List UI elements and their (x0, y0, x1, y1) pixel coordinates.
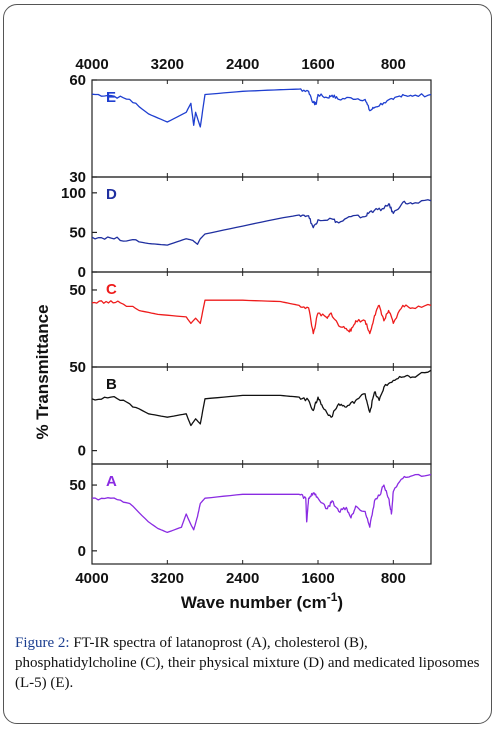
series-line-b (91, 369, 432, 427)
panel-e: 30 60 E (69, 72, 432, 186)
top-x-tick-label: 1600 (301, 56, 334, 73)
top-x-tick-label: 2400 (226, 56, 259, 73)
caption-text: FT-IR spectra of latanoprost (A), choles… (15, 635, 480, 691)
panel-frame-e (91, 79, 432, 178)
y-tick-label: 50 (69, 477, 86, 494)
series-line-e (91, 88, 432, 128)
figure-caption: Figure 2: FT-IR spectra of latanoprost (… (15, 633, 485, 693)
series-line-a (91, 473, 432, 534)
y-tick-label: 0 (78, 264, 86, 281)
panel-frame-b (91, 366, 432, 465)
panel-c: 50 C (69, 271, 432, 368)
y-tick-label: 50 (69, 224, 86, 241)
bottom-axis-ticks: 4000 3200 2400 1600 800 (75, 570, 406, 587)
panel-label-a: A (106, 473, 117, 490)
panel-frame-c (91, 271, 432, 368)
panel-label-d: D (106, 186, 117, 203)
bottom-x-tick-label: 1600 (301, 570, 334, 587)
figure-label: Figure 2: (15, 635, 70, 651)
y-tick-label: 100 (61, 185, 86, 202)
panel-frame-a (91, 463, 432, 565)
y-tick-label: 50 (69, 359, 86, 376)
y-tick-label: 60 (69, 72, 86, 89)
top-x-tick-label: 800 (381, 56, 406, 73)
panel-d: 0 50 100 D (61, 176, 432, 281)
panel-label-b: B (106, 376, 117, 393)
x-axis-title-close: ) (337, 593, 343, 612)
series-line-c (91, 299, 432, 335)
panel-frame-d (91, 176, 432, 273)
panel-b: 0 50 B (69, 359, 432, 465)
panel-label-e: E (106, 89, 116, 106)
bottom-x-tick-label: 2400 (226, 570, 259, 587)
x-axis-title-main: Wave number (cm (181, 593, 327, 612)
y-tick-label: 50 (69, 282, 86, 299)
top-axis-ticks: 4000 3200 2400 1600 800 (75, 56, 406, 73)
y-tick-label: 30 (69, 169, 86, 186)
figure-frame (3, 4, 492, 724)
series-line-d (91, 199, 432, 246)
bottom-x-tick-label: 3200 (151, 570, 184, 587)
top-x-tick-label: 3200 (151, 56, 184, 73)
panel-label-c: C (106, 281, 117, 298)
panel-a: 0 50 A (69, 463, 432, 565)
bottom-x-tick-label: 4000 (75, 570, 108, 587)
y-tick-label: 0 (78, 443, 86, 460)
y-tick-label: 0 (78, 543, 86, 560)
x-axis-title: Wave number (cm-1) (181, 590, 343, 612)
y-axis-title: % Transmittance (33, 304, 52, 439)
top-x-tick-label: 4000 (75, 56, 108, 73)
x-axis-title-sup: -1 (327, 590, 338, 604)
bottom-x-tick-label: 800 (381, 570, 406, 587)
